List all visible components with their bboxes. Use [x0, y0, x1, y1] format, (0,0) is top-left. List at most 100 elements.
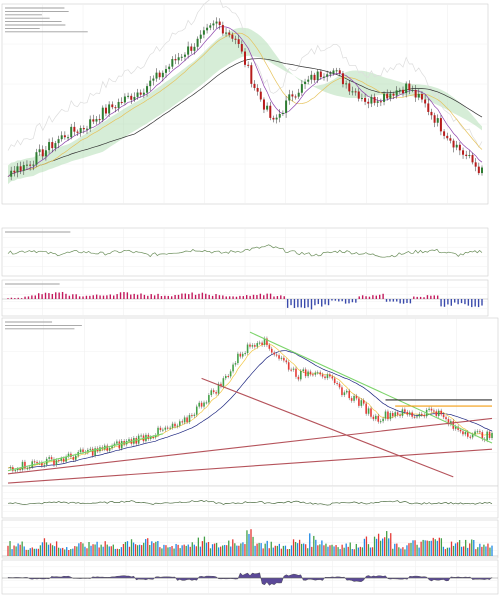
candle-body — [287, 362, 290, 370]
candle-body — [57, 139, 60, 144]
candle-body — [203, 402, 205, 407]
candle-body — [370, 408, 372, 417]
candle-body — [372, 416, 375, 420]
candle-body — [21, 461, 24, 470]
candle-body — [464, 432, 467, 435]
candle-body — [467, 432, 469, 437]
candle-body — [392, 93, 395, 96]
candle-body — [86, 128, 88, 130]
candle-body — [442, 414, 445, 418]
candle-body — [73, 126, 76, 132]
candle-body — [430, 111, 433, 116]
candle-body — [364, 97, 367, 102]
candle-body — [281, 112, 284, 115]
candle-body — [326, 374, 329, 379]
candle-body — [195, 406, 198, 415]
candle-body — [193, 414, 196, 417]
candle-body — [28, 466, 31, 469]
candle-body — [168, 66, 171, 70]
candle-body — [386, 93, 389, 99]
candle-body — [413, 416, 416, 418]
candle-body — [215, 392, 217, 394]
candle-body — [268, 345, 271, 349]
candle-body — [111, 104, 114, 108]
candle-body — [53, 459, 55, 465]
candle-body — [183, 417, 186, 423]
candle-body — [10, 170, 13, 177]
candle-body — [19, 166, 22, 171]
moving-average-long — [7, 350, 493, 470]
candle-body — [209, 25, 212, 28]
candle-body — [270, 348, 273, 353]
candle-body — [389, 93, 392, 99]
candle-body — [22, 165, 25, 171]
candle-body — [254, 345, 256, 347]
candle-body — [146, 86, 149, 93]
candle-body — [459, 429, 462, 432]
candle-body — [424, 99, 427, 104]
candle-body — [237, 353, 239, 364]
candle-body — [433, 410, 435, 412]
trendline-red-base — [7, 448, 493, 484]
candle-body — [307, 79, 310, 82]
candle-body — [180, 56, 183, 58]
candle-body — [104, 107, 107, 114]
candle-body — [376, 101, 379, 103]
candle-body — [365, 403, 367, 414]
candle-body — [74, 455, 77, 460]
candle-body — [98, 119, 101, 121]
candle-body — [383, 93, 386, 102]
candle-body — [67, 137, 70, 139]
candle-body — [118, 441, 121, 449]
candle-body — [391, 413, 394, 417]
candle-body — [190, 46, 193, 51]
candle-body — [285, 360, 288, 363]
candle-body — [481, 432, 484, 440]
candle-body — [108, 448, 111, 451]
trendline-green-falling — [249, 331, 493, 444]
candle-body — [76, 131, 79, 133]
moving-average-mid — [7, 32, 483, 177]
candle-body — [486, 431, 488, 441]
candle-body — [215, 21, 218, 24]
candle-body — [89, 119, 92, 129]
candle-body — [408, 412, 411, 415]
candle-body — [275, 117, 278, 120]
candle-body — [335, 70, 338, 72]
candle-body — [401, 409, 404, 416]
candle-body — [353, 395, 355, 401]
candle-body — [169, 427, 171, 429]
trendline-red-rising — [7, 417, 493, 475]
candle-body — [370, 96, 373, 104]
candle-body — [158, 72, 161, 78]
candle-body — [220, 383, 222, 387]
candle-body — [423, 414, 426, 417]
candle-body — [457, 426, 459, 430]
candle-body — [263, 338, 266, 345]
candle-body — [436, 118, 439, 123]
candle-body — [291, 94, 294, 97]
candle-body — [321, 374, 324, 377]
candle-body — [117, 101, 120, 108]
candle-body — [149, 437, 152, 439]
candle-body — [398, 89, 401, 91]
candle-body — [48, 457, 50, 459]
candle-body — [379, 101, 382, 103]
candle-body — [212, 390, 215, 393]
candle-body — [128, 439, 130, 442]
candle-body — [367, 101, 370, 104]
candle-body — [38, 149, 41, 153]
candle-body — [152, 78, 155, 81]
candle-body — [166, 427, 169, 429]
candle-body — [41, 462, 43, 466]
candle-body — [273, 352, 275, 355]
candle-body — [186, 417, 188, 423]
candle-body — [428, 408, 430, 410]
candle-body — [79, 449, 82, 453]
candle-body — [329, 374, 331, 377]
candle-body — [181, 421, 184, 423]
candle-body — [362, 400, 365, 404]
candle-body — [396, 412, 399, 415]
candle-body — [375, 415, 377, 420]
candle-body — [367, 408, 370, 414]
